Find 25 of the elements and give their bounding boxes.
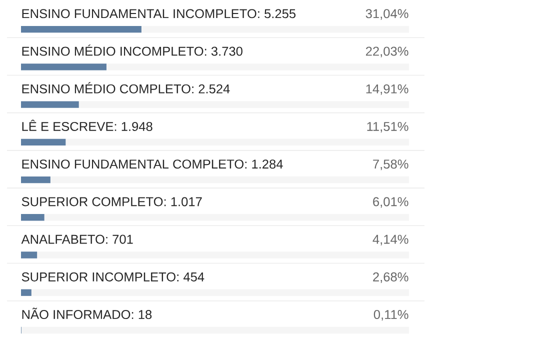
data-label: 31,04% — [366, 9, 408, 20]
y-tick-label: NÃO INFORMADO: 18 — [22, 308, 152, 320]
y-tick-label: ENSINO MÉDIO COMPLETO: 2.524 — [22, 82, 230, 94]
data-label: 6,01% — [373, 197, 408, 208]
y-tick-label: ENSINO FUNDAMENTAL INCOMPLETO: 5.255 — [22, 9, 296, 18]
data-label: 0,11% — [374, 310, 408, 321]
y-tick-label: ANALFABETO: 701 — [21, 234, 133, 244]
data-label: 2,68% — [373, 272, 408, 283]
y-tick-label: LÊ E ESCREVE: 1.948 — [22, 120, 152, 132]
bar — [21, 176, 50, 184]
data-label: 22,03% — [366, 46, 408, 58]
data-label: 4,14% — [372, 234, 408, 246]
bar — [21, 101, 79, 108]
bar — [21, 138, 66, 146]
data-label: 7,58% — [373, 160, 408, 170]
bar — [21, 64, 106, 70]
y-tick-label: ENSINO FUNDAMENTAL COMPLETO: 1.284 — [22, 160, 283, 169]
bar — [21, 289, 32, 296]
y-tick-label: SUPERIOR COMPLETO: 1.017 — [22, 197, 202, 206]
bar — [21, 252, 38, 258]
data-label: 11,51% — [367, 122, 408, 133]
bar — [21, 214, 44, 221]
y-tick-label: SUPERIOR INCOMPLETO: 454 — [22, 272, 204, 282]
y-tick-label: ENSINO MÉDIO INCOMPLETO: 3.730 — [22, 44, 242, 56]
data-label: 14,91% — [366, 84, 408, 95]
